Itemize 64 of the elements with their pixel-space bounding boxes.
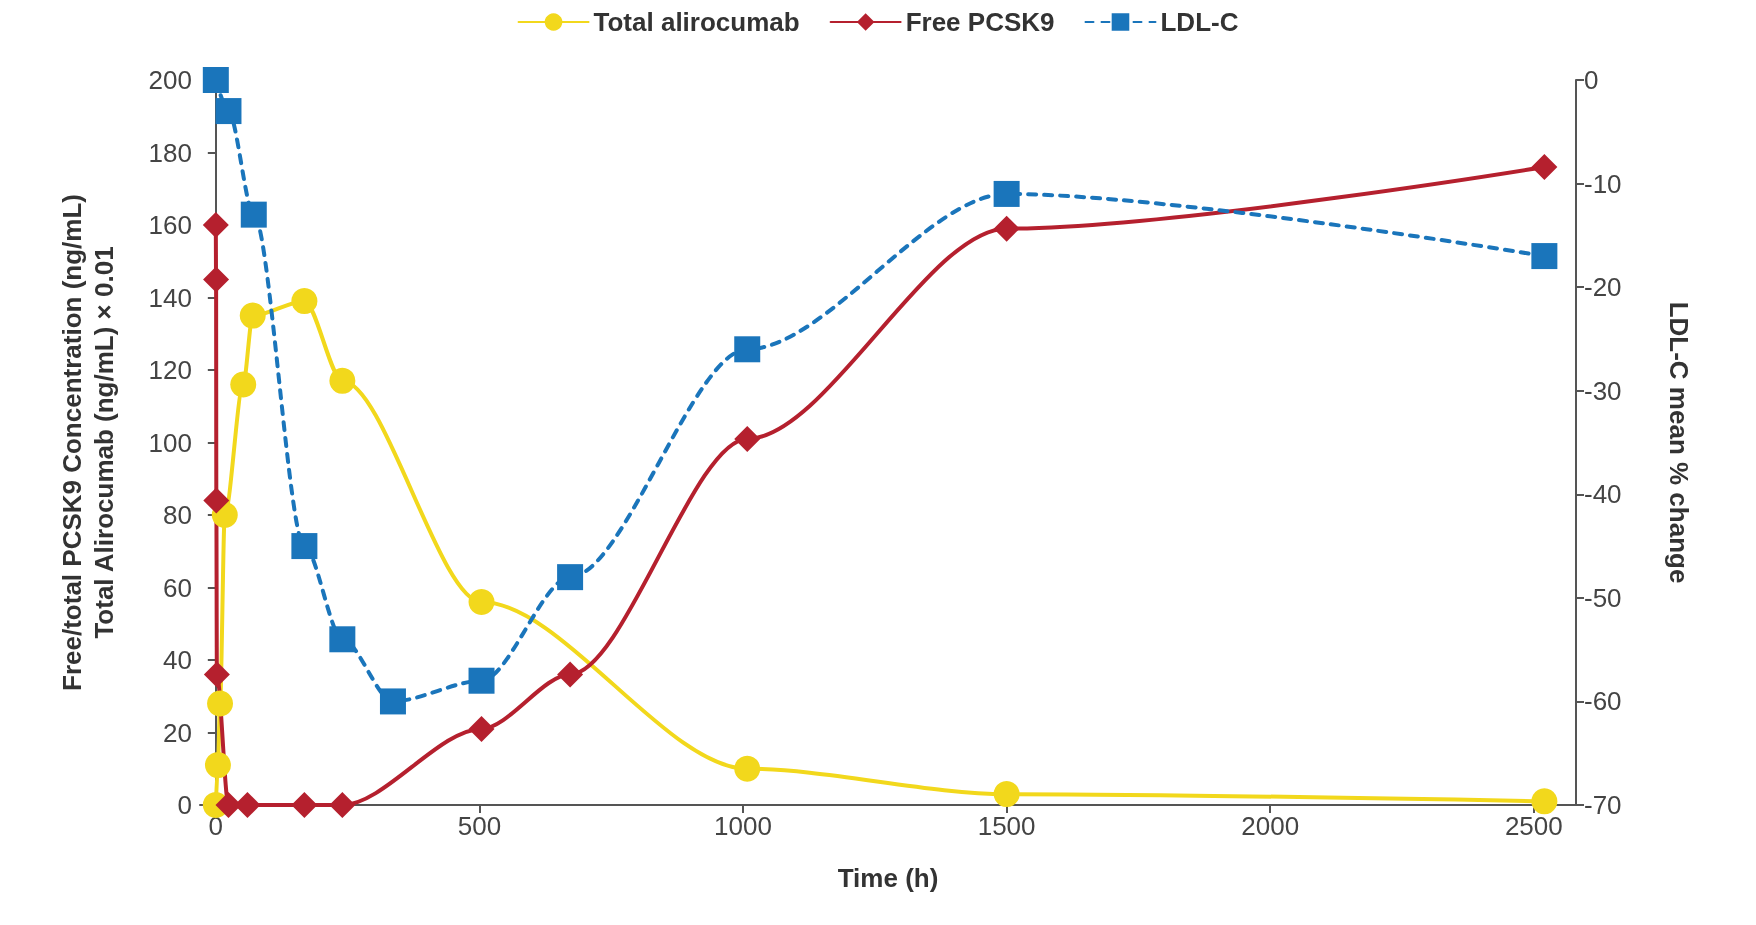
point bbox=[1531, 788, 1558, 815]
point bbox=[379, 688, 406, 715]
y2-tick-label: -60 bbox=[1584, 686, 1622, 717]
legend-label: Total alirocumab bbox=[593, 7, 800, 37]
y-tick-label: 100 bbox=[148, 427, 192, 458]
y2-axis-title: LDL-C mean % change bbox=[1664, 301, 1694, 584]
point bbox=[203, 487, 230, 514]
y-tick-label: 80 bbox=[163, 500, 192, 530]
y2-tick-label: -30 bbox=[1584, 375, 1622, 406]
y-tick-label: 180 bbox=[148, 137, 192, 168]
point bbox=[240, 201, 267, 228]
point bbox=[734, 425, 761, 452]
y2-tick-label: -10 bbox=[1584, 168, 1622, 199]
point bbox=[202, 212, 229, 238]
point bbox=[291, 792, 318, 818]
point bbox=[215, 98, 242, 125]
point bbox=[207, 690, 234, 717]
y-tick-label: 20 bbox=[163, 717, 192, 748]
point bbox=[204, 752, 231, 779]
point bbox=[1531, 154, 1558, 180]
point bbox=[230, 371, 257, 398]
y2-tick-label: 0 bbox=[1584, 65, 1599, 95]
y-tick-label: 120 bbox=[148, 355, 192, 385]
point bbox=[203, 266, 230, 293]
x-axis-title: Time (h) bbox=[837, 863, 939, 893]
y2-tick-label: -50 bbox=[1584, 582, 1622, 613]
point bbox=[993, 180, 1020, 207]
legend-label: Free PCSK9 bbox=[905, 7, 1055, 37]
point bbox=[329, 792, 356, 818]
y-tick-label: 160 bbox=[148, 210, 192, 240]
y-tick-label: 0 bbox=[177, 790, 192, 820]
point bbox=[291, 288, 318, 315]
x-tick-label: 1500 bbox=[977, 811, 1036, 841]
point bbox=[291, 533, 318, 560]
point bbox=[468, 667, 495, 694]
point bbox=[239, 302, 266, 329]
point bbox=[468, 715, 495, 742]
point bbox=[993, 215, 1020, 242]
y2-tick-label: -20 bbox=[1584, 272, 1622, 303]
x-tick-label: 2500 bbox=[1504, 811, 1563, 841]
point bbox=[1531, 243, 1558, 270]
y-tick-label: 40 bbox=[163, 645, 192, 675]
x-tick-label: 1000 bbox=[714, 811, 772, 841]
point bbox=[329, 367, 356, 394]
point bbox=[202, 67, 229, 93]
point bbox=[203, 661, 230, 688]
legend-label: LDL-C bbox=[1160, 7, 1239, 37]
y-tick-label: 140 bbox=[148, 282, 192, 313]
y-tick-label: 200 bbox=[148, 65, 192, 95]
y-tick-label: 60 bbox=[163, 572, 192, 603]
y2-tick-label: -40 bbox=[1584, 479, 1622, 510]
point bbox=[734, 755, 761, 782]
point bbox=[329, 626, 356, 653]
x-tick-label: 2000 bbox=[1241, 811, 1300, 841]
point bbox=[557, 564, 584, 591]
x-tick-label: 0 bbox=[208, 811, 224, 841]
point bbox=[557, 661, 584, 688]
point bbox=[234, 792, 261, 818]
y-axis-title: Free/total PCSK9 Concentration (ng/mL) Total Alirocumab (ng/mL) × 0.01 bbox=[57, 194, 119, 691]
x-tick-label: 500 bbox=[457, 811, 502, 841]
point bbox=[993, 781, 1020, 808]
point bbox=[734, 336, 761, 363]
point bbox=[468, 589, 495, 615]
y2-tick-label: -70 bbox=[1584, 790, 1622, 820]
